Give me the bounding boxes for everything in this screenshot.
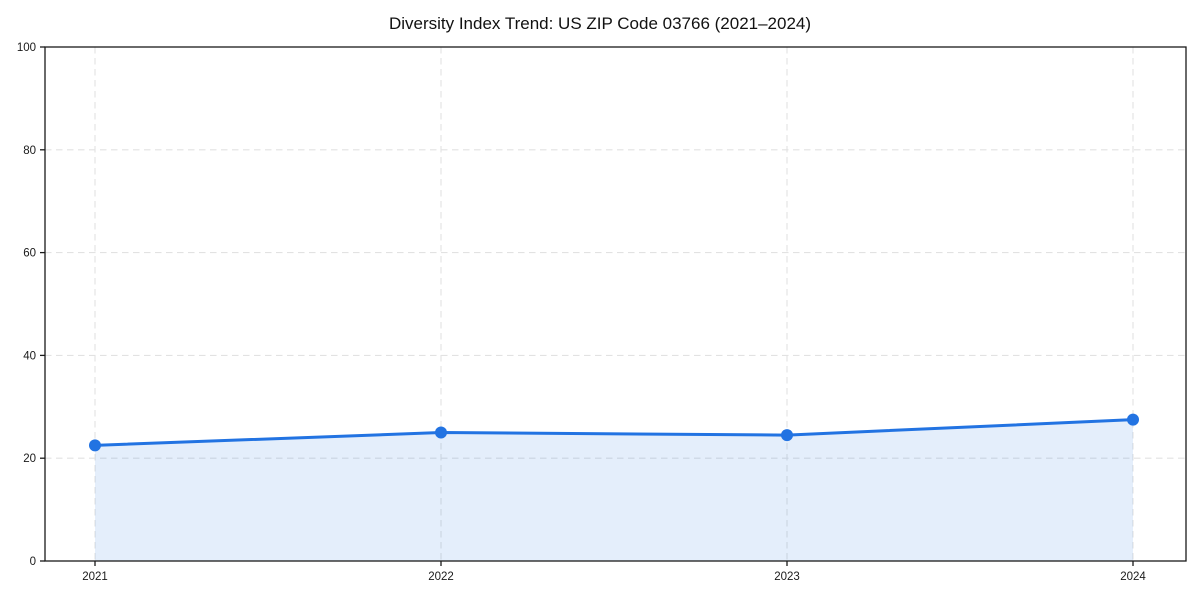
y-tick-label: 60 <box>23 248 36 260</box>
x-tick-label: 2021 <box>82 571 108 583</box>
x-tick-label: 2024 <box>1120 571 1146 583</box>
y-tick-label: 40 <box>23 350 36 362</box>
x-tick-label: 2022 <box>428 571 454 583</box>
area-fill <box>95 419 1133 561</box>
data-point <box>89 439 101 452</box>
y-tick-label: 0 <box>30 556 36 568</box>
chart-title: Diversity Index Trend: US ZIP Code 03766… <box>388 14 812 33</box>
data-point <box>435 426 447 439</box>
data-point <box>781 429 793 442</box>
plot-border <box>44 46 1187 562</box>
data-point <box>1127 413 1139 426</box>
y-tick-label: 100 <box>17 42 36 54</box>
y-tick-label: 80 <box>23 145 36 157</box>
trend-line <box>93 418 1135 447</box>
x-tick-label: 2023 <box>774 571 800 583</box>
y-tick-label: 20 <box>23 453 36 465</box>
